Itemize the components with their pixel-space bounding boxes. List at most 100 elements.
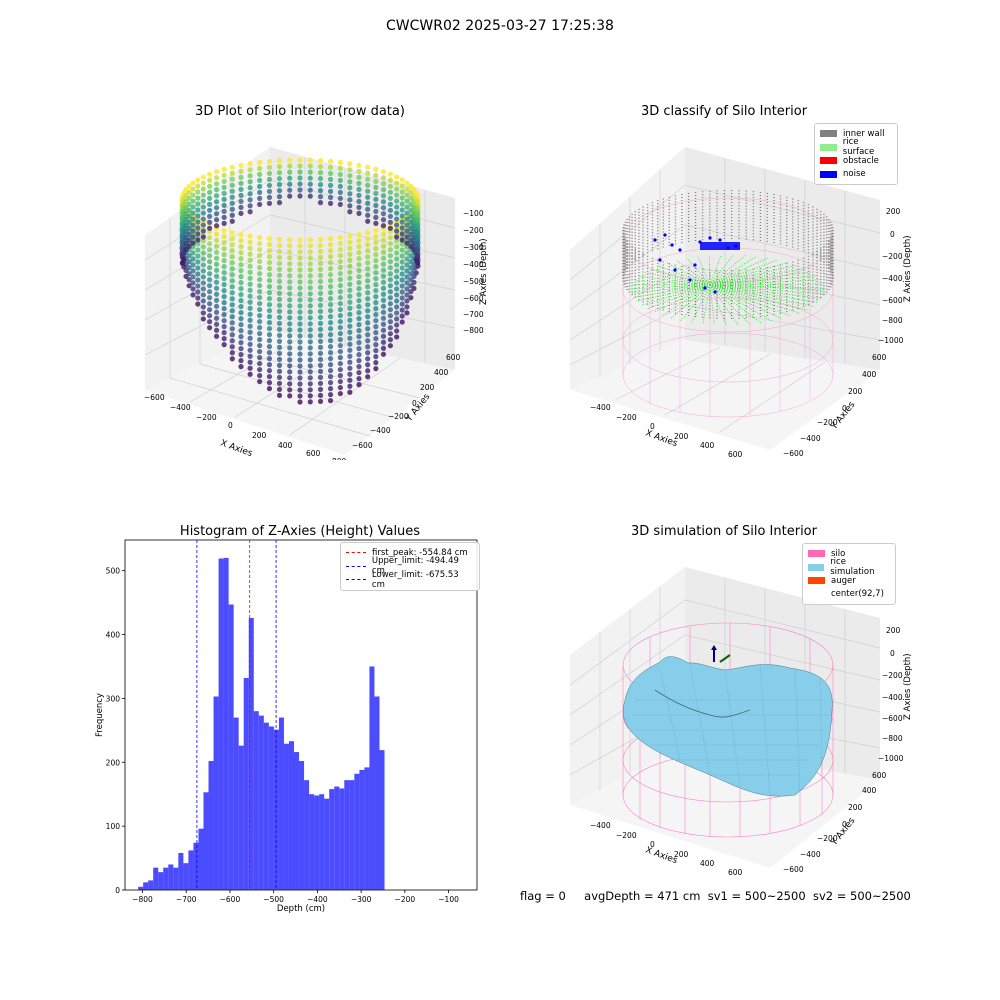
- histogram-bar: [299, 760, 305, 890]
- raw-point: [347, 233, 353, 239]
- raw-point: [276, 242, 283, 248]
- raw-point: [356, 198, 362, 204]
- raw-point: [207, 253, 213, 259]
- raw-point: [190, 292, 196, 298]
- raw-point: [356, 274, 362, 280]
- raw-point: [394, 174, 400, 180]
- raw-point: [307, 303, 313, 309]
- histogram-reference-lines: [196, 540, 277, 890]
- raw-point: [380, 255, 387, 261]
- z-tick: −300: [463, 243, 484, 252]
- raw-point: [266, 326, 273, 332]
- raw-point: [327, 380, 334, 386]
- raw-point: [276, 302, 283, 308]
- raw-point: [399, 271, 405, 277]
- rice-surface-points: [709, 284, 773, 322]
- raw-point: [380, 303, 387, 309]
- rice-surface-points: [686, 257, 711, 286]
- y-tick-label: 400: [106, 631, 121, 640]
- raw-point: [276, 338, 283, 344]
- z-tick: −600: [463, 294, 484, 303]
- histogram-bar: [258, 715, 264, 890]
- z-tick: −600: [882, 714, 903, 723]
- raw-point: [394, 204, 400, 210]
- raw-point: [373, 172, 379, 178]
- raw-point: [257, 318, 263, 325]
- histogram-bar: [168, 864, 174, 890]
- x-tick: 200: [252, 431, 267, 440]
- classify-floor-pane: [570, 340, 880, 450]
- raw-point: [394, 180, 400, 186]
- x-tick: 800: [332, 457, 347, 460]
- raw-point: [221, 178, 227, 184]
- y-tick: 200: [848, 803, 863, 812]
- raw-point: [247, 167, 253, 173]
- raw-point: [307, 357, 313, 363]
- raw-point: [276, 326, 283, 332]
- raw-point: [247, 275, 253, 281]
- raw-point: [190, 256, 196, 262]
- raw-point: [247, 287, 253, 293]
- raw-point: [399, 195, 405, 201]
- raw-point: [266, 158, 273, 164]
- raw-point: [356, 268, 362, 274]
- z-tick: −400: [882, 693, 903, 702]
- simulation-z-ticks: 200 0 −200 −400 −600 −800 −1000: [878, 626, 904, 763]
- raw-point: [195, 231, 201, 237]
- raw-point: [287, 297, 293, 303]
- raw-point: [181, 256, 187, 262]
- raw-point: [266, 368, 273, 374]
- raw-point: [317, 344, 324, 350]
- raw-point: [297, 321, 303, 327]
- raw-point: [365, 302, 371, 308]
- raw-point: [347, 203, 353, 209]
- raw-point: [414, 241, 421, 248]
- raw-point: [380, 327, 387, 333]
- raw-point: [200, 286, 206, 292]
- raw-point: [221, 240, 227, 246]
- raw-point: [266, 344, 273, 350]
- raw-point: [221, 252, 227, 258]
- raw-point: [287, 163, 293, 169]
- raw-point: [257, 165, 263, 172]
- raw-point: [247, 245, 253, 251]
- classify-y-ticks: −600 −400 −200 0 200 400 600: [783, 353, 887, 458]
- x-tick: −200: [196, 413, 217, 422]
- raw-point: [287, 187, 293, 193]
- raw-point: [408, 271, 414, 277]
- raw-point: [287, 267, 293, 273]
- histogram-bar: [223, 557, 229, 890]
- raw-point: [365, 296, 371, 302]
- raw-point: [247, 341, 253, 347]
- raw-point: [276, 314, 283, 320]
- raw-point: [365, 356, 371, 362]
- raw-point: [200, 186, 206, 192]
- raw-point: [380, 211, 387, 217]
- raw-point: [297, 375, 303, 381]
- y-tick: −400: [800, 434, 821, 443]
- raw-point: [365, 368, 371, 374]
- raw-point: [238, 310, 244, 316]
- raw-point: [404, 204, 410, 210]
- raw-point: [373, 366, 379, 372]
- z-tick: −600: [882, 296, 903, 305]
- raw-point: [195, 177, 201, 183]
- raw-point: [387, 247, 393, 253]
- raw-point: [373, 214, 379, 220]
- raw-point: [190, 262, 196, 268]
- raw-point: [307, 345, 313, 351]
- raw-point: [317, 386, 324, 392]
- raw-point: [337, 372, 343, 379]
- raw-point: [399, 213, 405, 219]
- raw-point: [200, 262, 206, 268]
- classify-3d-plot: −400 −200 0 200 400 600 −600 −400 −200 0…: [569, 147, 913, 459]
- raw-point: [307, 243, 313, 249]
- raw-point: [394, 216, 400, 222]
- z-tick: −800: [882, 734, 903, 743]
- raw-point: [394, 328, 400, 334]
- rice-surface-points: [709, 284, 762, 324]
- raw-point: [317, 362, 324, 368]
- raw-point: [387, 219, 393, 225]
- raw-point: [213, 315, 220, 321]
- raw-point: [287, 279, 293, 285]
